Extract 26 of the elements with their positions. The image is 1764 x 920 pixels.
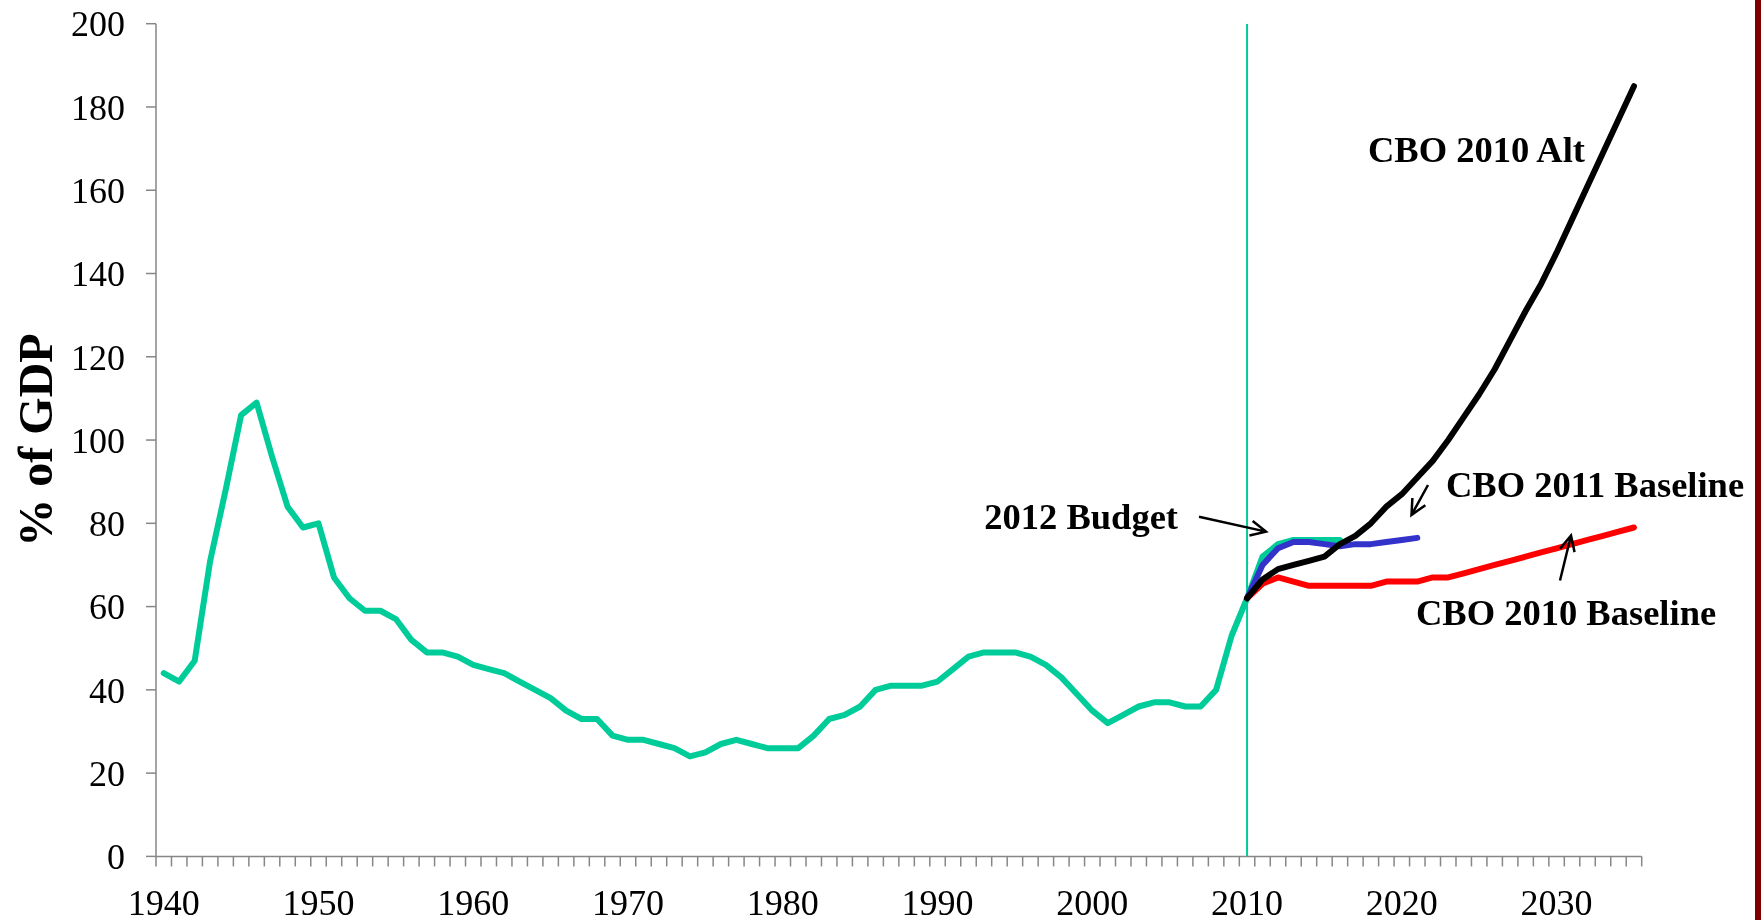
legend-label: CBO 2010 Baseline <box>1416 592 1717 633</box>
x-tick-label: 1940 <box>127 883 200 920</box>
y-tick-label: 160 <box>71 171 125 212</box>
y-tick-label: 40 <box>89 670 125 711</box>
x-tick-label: 1980 <box>746 883 819 920</box>
y-tick-label: 180 <box>71 87 125 128</box>
y-tick-label: 140 <box>71 254 125 295</box>
x-tick-label: 2020 <box>1365 883 1438 920</box>
y-tick-label: 100 <box>71 420 125 461</box>
x-tick-label: 2010 <box>1211 883 1284 920</box>
y-tick-label: 120 <box>71 337 125 378</box>
x-tick-label: 2000 <box>1056 883 1129 920</box>
y-tick-label: 20 <box>89 753 125 794</box>
series-label: CBO 2010 Alt <box>1368 129 1585 170</box>
x-tick-label: 1960 <box>437 883 510 920</box>
x-tick-label: 1970 <box>592 883 665 920</box>
y-axis-title: % of GDP <box>8 333 62 547</box>
x-tick-label: 2030 <box>1520 883 1593 920</box>
x-tick-label: 1950 <box>282 883 355 920</box>
y-tick-label: 80 <box>89 504 125 545</box>
annotation: CBO 2011 Baseline <box>1446 464 1745 505</box>
x-tick-label: 1990 <box>901 883 974 920</box>
y-tick-label: 200 <box>71 4 125 45</box>
y-tick-label: 60 <box>89 587 125 628</box>
y-tick-label: 0 <box>107 837 125 878</box>
annotation: 2012 Budget <box>984 496 1178 537</box>
